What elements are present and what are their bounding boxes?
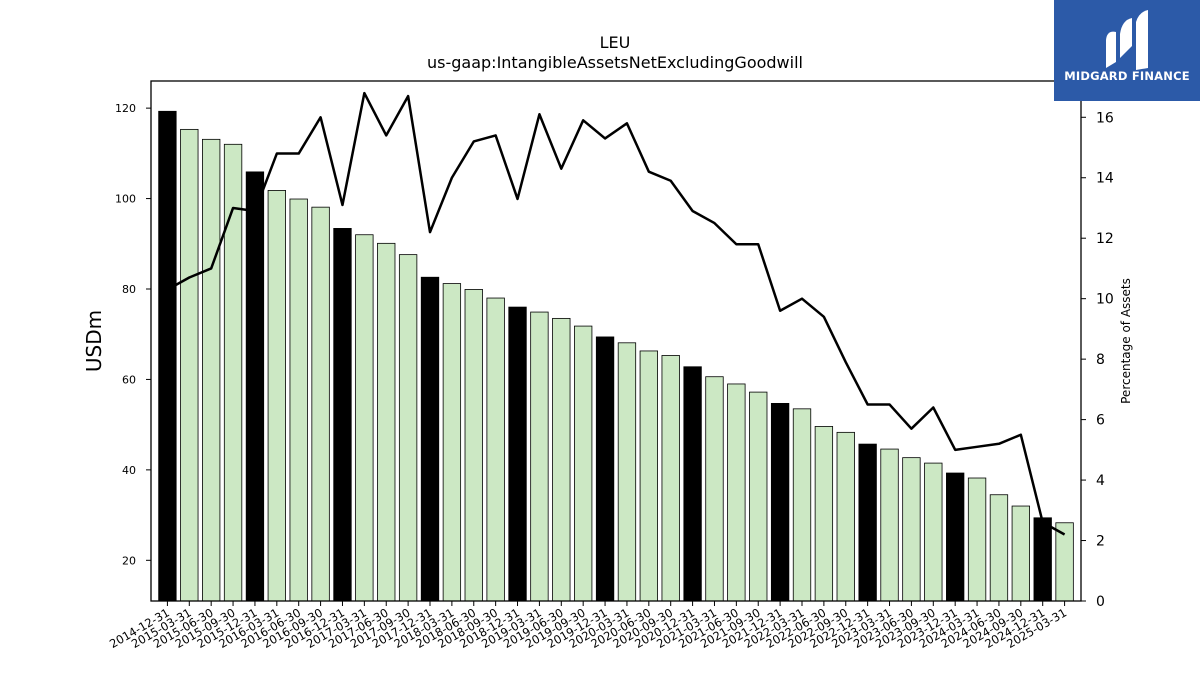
bar-2024-12-31 [1033,517,1052,602]
bar-2016-06-30 [289,198,308,602]
bar-series [158,110,1074,602]
bar-2022-12-31 [858,443,877,602]
y2-tick-label: 12 [1096,231,1114,247]
bar-2015-06-30 [202,138,221,602]
bar-2018-06-30 [464,289,483,602]
bar-2019-12-31 [595,336,615,602]
midgard-finance-logo: MIDGARD FINANCE [1054,0,1200,101]
bar-2015-12-31 [245,171,265,602]
y2-tick-label: 2 [1096,534,1105,550]
bar-2015-09-30 [223,143,243,602]
bar-2023-09-30 [924,462,943,602]
bar-2016-03-31 [267,190,286,602]
percentage-line [166,91,1066,536]
y2-tick-label: 10 [1096,292,1114,308]
bar-2022-03-31 [792,408,812,602]
y2-tick-label: 4 [1096,473,1105,489]
y-axis-label: USDm [82,310,106,372]
bar-2023-03-31 [880,448,899,602]
y-tick-label: 120 [115,102,136,115]
bar-2020-09-30 [661,355,680,602]
bar-2024-03-31 [967,477,987,602]
bar-2017-09-30 [398,254,418,602]
bar-2018-12-31 [508,306,527,602]
bar-2021-09-30 [749,391,768,602]
y-tick-label: 100 [115,193,136,206]
bar-2020-12-31 [683,366,702,602]
bar-2016-12-31 [333,228,352,602]
bar-2017-12-31 [420,276,440,602]
bar-2017-03-31 [355,234,374,602]
bar-2015-03-31 [180,128,199,602]
bar-2021-03-31 [705,376,724,602]
bar-2025-03-31 [1055,522,1074,602]
bar-2019-03-31 [530,311,549,602]
logo-text: MIDGARD FINANCE [1064,69,1190,83]
y-tick-label: 60 [122,373,136,386]
bar-2017-06-30 [377,242,396,602]
chart-subtitle: us-gaap:IntangibleAssetsNetExcludingGood… [427,53,803,72]
chart-title: LEU [600,33,631,52]
bar-2024-09-30 [1011,505,1030,602]
y-tick-label: 40 [122,464,136,477]
bar-2021-06-30 [727,383,746,602]
bar-2019-06-30 [552,317,571,602]
y-tick-label: 20 [122,554,136,567]
bar-2019-09-30 [574,325,593,602]
y2-tick-label: 8 [1096,352,1105,368]
y2-tick-label: 16 [1096,110,1114,126]
bar-2023-06-30 [902,457,921,602]
bar-2020-03-31 [617,342,637,602]
bar-2023-12-31 [946,472,965,602]
y-tick-label: 80 [122,283,136,296]
bar-2018-09-30 [486,297,505,602]
y2-axis-label: Percentage of Assets [1119,278,1133,404]
bar-2022-09-30 [836,431,855,602]
axes: 2040608010012002468101214162014-12-31201… [107,80,1114,651]
bar-2021-12-31 [770,402,790,602]
plot-frame [150,80,1082,602]
bar-2024-06-30 [989,494,1009,602]
y2-tick-label: 0 [1096,594,1105,610]
bar-2014-12-31 [158,110,177,602]
bar-2018-03-31 [442,283,462,602]
bar-2016-09-30 [311,206,330,602]
y2-tick-label: 14 [1096,171,1114,187]
line-series [166,91,1066,536]
bar-2020-06-30 [639,350,658,602]
y2-tick-label: 6 [1096,413,1105,429]
bar-2022-06-30 [814,426,834,602]
logo-mark-icon [1106,10,1148,70]
